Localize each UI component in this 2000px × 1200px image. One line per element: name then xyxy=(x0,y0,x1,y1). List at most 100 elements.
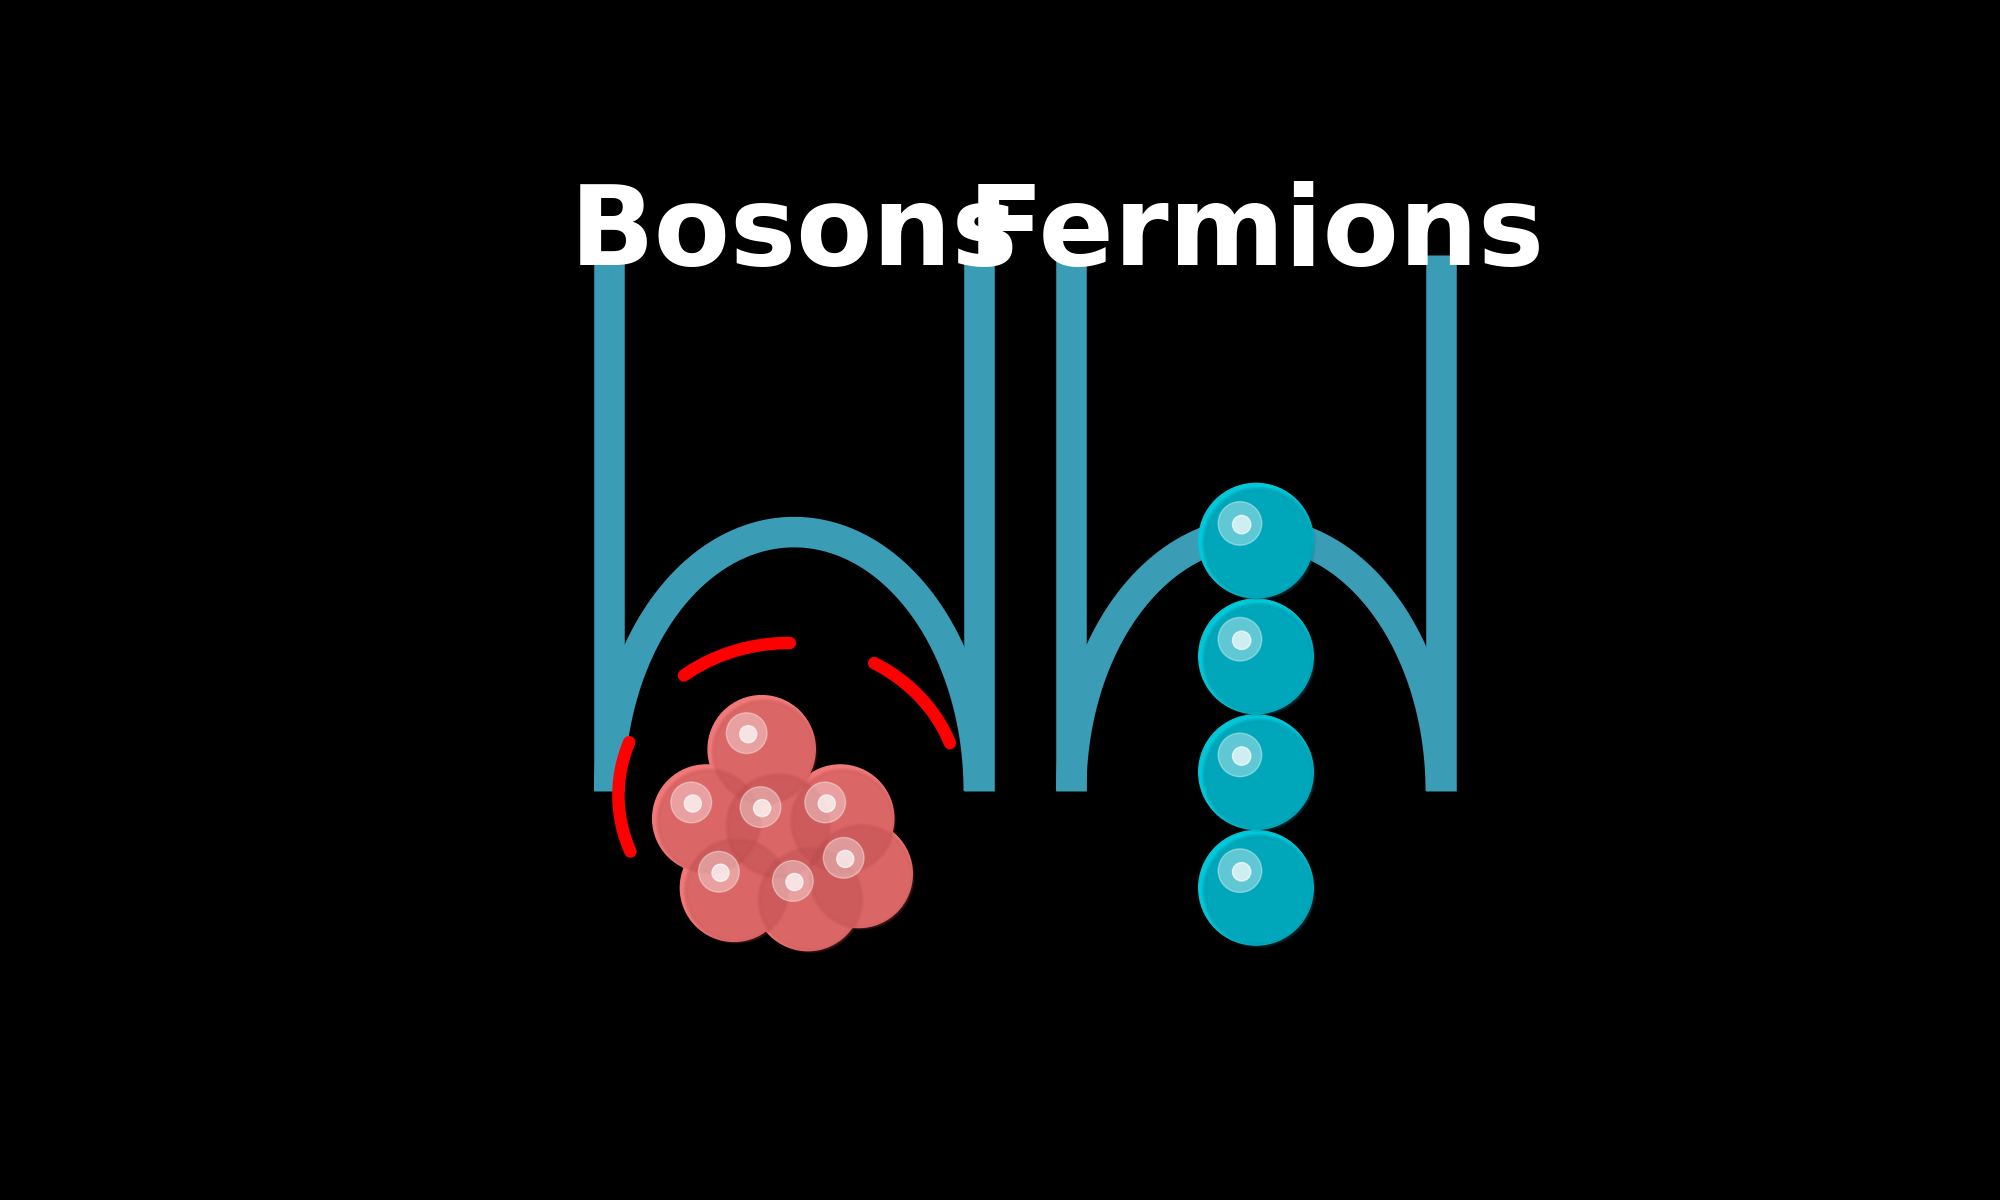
Circle shape xyxy=(810,826,912,928)
Circle shape xyxy=(1202,719,1316,832)
Circle shape xyxy=(1198,830,1314,946)
Circle shape xyxy=(670,782,712,823)
Circle shape xyxy=(740,787,780,828)
Circle shape xyxy=(824,838,864,878)
Circle shape xyxy=(754,799,770,817)
Circle shape xyxy=(1204,490,1314,598)
Circle shape xyxy=(728,776,828,875)
Circle shape xyxy=(758,847,862,952)
Circle shape xyxy=(810,826,912,928)
Circle shape xyxy=(1198,484,1314,598)
Circle shape xyxy=(708,696,816,803)
Circle shape xyxy=(658,772,758,871)
Circle shape xyxy=(1204,605,1314,714)
Circle shape xyxy=(806,821,912,928)
Circle shape xyxy=(1206,721,1312,828)
Circle shape xyxy=(1198,715,1314,829)
Circle shape xyxy=(1206,606,1312,712)
Circle shape xyxy=(1204,836,1314,944)
Circle shape xyxy=(1206,490,1312,596)
Circle shape xyxy=(1206,606,1312,713)
Circle shape xyxy=(1232,863,1250,881)
Circle shape xyxy=(658,769,760,872)
Circle shape xyxy=(712,700,818,805)
Circle shape xyxy=(698,851,740,892)
Circle shape xyxy=(1204,488,1314,599)
Circle shape xyxy=(726,774,830,878)
Circle shape xyxy=(716,702,814,802)
Circle shape xyxy=(790,769,896,874)
Circle shape xyxy=(722,769,830,877)
Circle shape xyxy=(680,834,788,942)
Circle shape xyxy=(786,764,894,872)
Circle shape xyxy=(686,839,788,942)
Circle shape xyxy=(660,772,758,870)
Circle shape xyxy=(684,838,790,943)
Circle shape xyxy=(762,851,860,949)
Circle shape xyxy=(1206,838,1312,944)
Circle shape xyxy=(1206,838,1312,943)
Circle shape xyxy=(760,850,860,949)
Circle shape xyxy=(1218,502,1262,545)
Circle shape xyxy=(684,794,702,812)
Circle shape xyxy=(760,848,862,952)
Circle shape xyxy=(1204,835,1314,947)
Circle shape xyxy=(1204,605,1314,714)
Circle shape xyxy=(686,840,788,941)
Circle shape xyxy=(818,794,836,812)
Circle shape xyxy=(1204,720,1314,830)
Circle shape xyxy=(714,701,816,803)
Circle shape xyxy=(1204,604,1314,715)
Circle shape xyxy=(754,844,862,950)
Circle shape xyxy=(688,841,786,940)
Circle shape xyxy=(728,775,828,876)
Circle shape xyxy=(804,782,846,823)
Circle shape xyxy=(1202,487,1316,600)
Circle shape xyxy=(810,824,914,929)
Circle shape xyxy=(786,874,804,890)
Circle shape xyxy=(726,774,830,877)
Circle shape xyxy=(684,839,788,943)
Circle shape xyxy=(792,772,892,871)
Circle shape xyxy=(714,702,814,802)
Circle shape xyxy=(808,823,914,930)
Circle shape xyxy=(658,770,760,872)
Circle shape xyxy=(790,768,896,874)
Circle shape xyxy=(1218,618,1262,661)
Circle shape xyxy=(728,776,828,876)
Circle shape xyxy=(712,700,816,804)
Circle shape xyxy=(1232,516,1250,534)
Circle shape xyxy=(686,840,786,941)
Circle shape xyxy=(1232,746,1250,766)
Circle shape xyxy=(1198,599,1314,714)
Circle shape xyxy=(1202,834,1316,947)
Circle shape xyxy=(656,769,762,874)
Circle shape xyxy=(740,726,756,743)
Circle shape xyxy=(1204,721,1314,829)
Circle shape xyxy=(1202,602,1316,715)
Circle shape xyxy=(792,769,894,872)
Circle shape xyxy=(794,772,892,870)
Circle shape xyxy=(1206,722,1312,828)
Circle shape xyxy=(1218,733,1262,776)
Circle shape xyxy=(1204,487,1314,599)
Circle shape xyxy=(836,851,854,868)
Circle shape xyxy=(760,850,862,950)
Circle shape xyxy=(712,701,816,803)
Text: Bosons: Bosons xyxy=(570,181,1018,288)
Text: Fermions: Fermions xyxy=(968,181,1544,288)
Circle shape xyxy=(812,827,910,926)
Circle shape xyxy=(1206,491,1312,596)
Circle shape xyxy=(726,713,768,754)
Circle shape xyxy=(812,827,912,926)
Circle shape xyxy=(1204,719,1314,830)
Circle shape xyxy=(726,773,832,878)
Circle shape xyxy=(758,847,864,953)
Circle shape xyxy=(656,768,762,874)
Circle shape xyxy=(1204,835,1314,946)
Circle shape xyxy=(772,860,814,901)
Circle shape xyxy=(1218,848,1262,893)
Circle shape xyxy=(712,864,730,881)
Circle shape xyxy=(792,770,894,872)
Circle shape xyxy=(652,764,760,872)
